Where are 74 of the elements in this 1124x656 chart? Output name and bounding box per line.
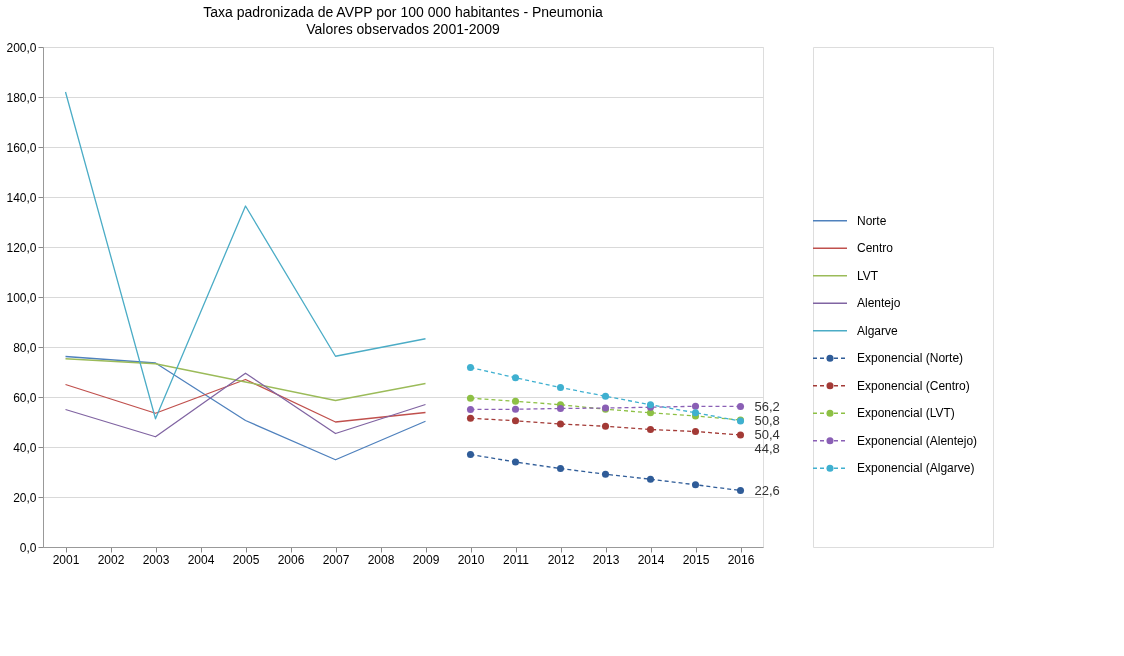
legend-label: LVT bbox=[857, 268, 879, 283]
point bbox=[511, 458, 520, 466]
y-tick-label: 140,0 bbox=[6, 190, 37, 205]
point bbox=[556, 420, 565, 428]
point bbox=[646, 475, 655, 483]
point bbox=[601, 422, 610, 430]
point bbox=[466, 405, 475, 414]
y-tick-label: 60,0 bbox=[13, 390, 37, 405]
x-tick-label: 2013 bbox=[592, 552, 620, 567]
legend-label: Exponencial (LVT) bbox=[857, 406, 955, 421]
chart-title: Taxa padronizada de AVPP por 100 000 habitantes - Pneumonia bbox=[203, 4, 603, 20]
legend-label: Alentejo bbox=[857, 296, 901, 311]
point bbox=[556, 464, 565, 473]
legend-label: Norte bbox=[857, 213, 887, 228]
line-series bbox=[64, 378, 427, 423]
legend-label: Exponencial (Alentejo) bbox=[857, 433, 978, 448]
x-tick-label: 2005 bbox=[232, 552, 260, 567]
data-label: 56,2 bbox=[754, 398, 780, 414]
y-tick-label: 160,0 bbox=[6, 140, 37, 155]
y-tick-label: 40,0 bbox=[13, 440, 37, 455]
point bbox=[601, 392, 610, 400]
point bbox=[511, 374, 520, 382]
point bbox=[556, 404, 565, 413]
legend-label: Exponencial (Norte) bbox=[857, 351, 964, 366]
y-tick-label: 120,0 bbox=[6, 240, 37, 255]
point bbox=[691, 481, 700, 489]
line-series bbox=[64, 91, 427, 420]
x-tick-label: 2004 bbox=[187, 552, 215, 567]
legend-label: Exponencial (Centro) bbox=[857, 378, 970, 393]
data-label: 44,8 bbox=[754, 440, 780, 456]
y-tick-label: 0,0 bbox=[19, 540, 37, 555]
data-label: 50,4 bbox=[754, 426, 780, 442]
point bbox=[601, 470, 610, 478]
x-tick-label: 2008 bbox=[367, 552, 395, 567]
x-tick-label: 2011 bbox=[503, 552, 530, 567]
point bbox=[466, 394, 475, 402]
line-series bbox=[64, 358, 427, 402]
point bbox=[736, 486, 745, 495]
y-tick-label: 100,0 bbox=[6, 290, 37, 305]
chart-subtitle: Valores observados 2001-2009 bbox=[306, 21, 500, 37]
point bbox=[646, 425, 655, 434]
point bbox=[466, 363, 475, 372]
x-tick-label: 2012 bbox=[547, 552, 575, 567]
point bbox=[466, 414, 475, 422]
point bbox=[556, 383, 565, 392]
x-tick-label: 2006 bbox=[277, 552, 305, 567]
point bbox=[511, 417, 520, 425]
point bbox=[736, 402, 745, 411]
legend-label: Exponencial (Algarve) bbox=[857, 461, 975, 476]
y-tick-label: 180,0 bbox=[6, 90, 37, 105]
x-tick-label: 2001 bbox=[52, 552, 80, 567]
x-tick-label: 2009 bbox=[412, 552, 440, 567]
x-tick-label: 2015 bbox=[682, 552, 710, 567]
point bbox=[466, 450, 475, 459]
point bbox=[511, 397, 520, 405]
line-series bbox=[64, 372, 427, 438]
y-tick-label: 20,0 bbox=[13, 490, 37, 505]
point bbox=[736, 431, 745, 439]
point bbox=[691, 402, 700, 410]
legend-label: Centro bbox=[857, 241, 894, 256]
x-tick-label: 2007 bbox=[322, 552, 350, 567]
x-tick-label: 2002 bbox=[97, 552, 125, 567]
x-tick-label: 2003 bbox=[142, 552, 170, 567]
line-series bbox=[64, 355, 427, 461]
point bbox=[691, 427, 700, 436]
x-tick-label: 2016 bbox=[727, 552, 755, 567]
y-tick-label: 80,0 bbox=[13, 340, 37, 355]
data-label: 50,8 bbox=[754, 412, 780, 428]
legend-label: Algarve bbox=[857, 323, 899, 338]
y-tick-label: 200,0 bbox=[6, 40, 37, 55]
x-tick-label: 2014 bbox=[637, 552, 665, 567]
data-label: 22,6 bbox=[754, 482, 780, 498]
x-tick-label: 2010 bbox=[457, 552, 485, 567]
point bbox=[511, 405, 520, 413]
